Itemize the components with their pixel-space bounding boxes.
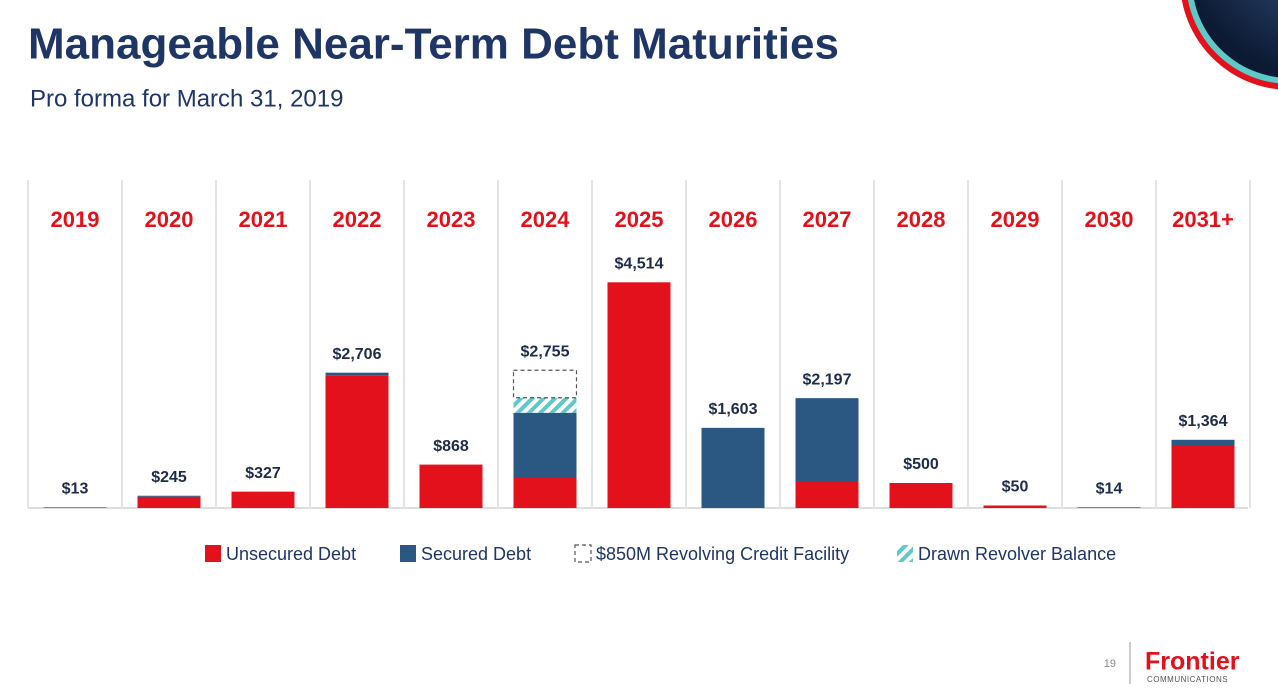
total-label: $2,706 [333,346,382,363]
bar-segment [983,505,1047,508]
total-label: $2,197 [803,371,852,388]
bar-segment [1171,446,1235,508]
total-label: $1,364 [1179,413,1228,430]
x-tick-label: 2031+ [1172,207,1234,232]
bar-segment [513,478,577,508]
bar-segment [607,282,671,508]
bar-segment [325,375,389,508]
x-tick-label: 2028 [897,207,946,232]
total-label: $4,514 [615,256,664,273]
bar-segment [795,481,859,508]
bar-segment [137,496,201,508]
bar-segment [419,464,483,508]
bar-segment [513,412,577,478]
x-tick-label: 2024 [521,207,571,232]
x-tick-label: 2020 [145,207,194,232]
bar-segment [889,483,953,508]
bar-segment [231,491,295,508]
bar-segment [795,398,859,481]
total-label: $2,755 [521,343,570,360]
bar-segment [1171,439,1235,446]
bar-segment [701,427,765,508]
bar-segment [325,372,389,376]
subtitle: Pro forma for March 31, 2019 [30,85,343,112]
title: Manageable Near-Term Debt Maturities [28,20,839,69]
total-label: $14 [1096,481,1123,498]
x-tick-label: 2026 [709,207,758,232]
total-label: $13 [62,481,89,498]
x-tick-label: 2023 [427,207,476,232]
total-label: $868 [433,438,469,455]
legend-swatch [205,545,221,562]
bar-segment [1077,507,1141,508]
x-tick-label: 2027 [803,207,852,232]
total-label: $50 [1002,479,1029,496]
legend-label: $850M Revolving Credit Facility [596,544,849,564]
x-tick-label: 2029 [991,207,1040,232]
x-tick-label: 2019 [51,207,100,232]
x-tick-label: 2025 [615,207,664,232]
legend-label: Unsecured Debt [226,544,356,564]
x-tick-label: 2021 [239,207,288,232]
total-label: $327 [245,465,281,482]
total-label: $245 [151,469,187,486]
corner-graphic [1181,0,1278,90]
legend-label: Drawn Revolver Balance [918,544,1116,564]
page-number: 19 [1104,658,1116,670]
x-tick-label: 2030 [1085,207,1134,232]
logo: Frontier [1145,648,1240,676]
total-label: $500 [903,456,939,473]
legend-swatch [574,544,592,563]
total-label: $1,603 [709,401,758,418]
legend-swatch [897,545,913,562]
bar-segment [43,507,107,508]
bar-segment [137,495,201,497]
x-tick-label: 2022 [333,207,382,232]
legend-swatch [400,545,416,562]
legend-label: Secured Debt [421,544,531,564]
logo-sub: COMMUNICATIONS [1147,675,1228,684]
bar-segment [512,369,578,399]
bar-segment [513,397,577,413]
